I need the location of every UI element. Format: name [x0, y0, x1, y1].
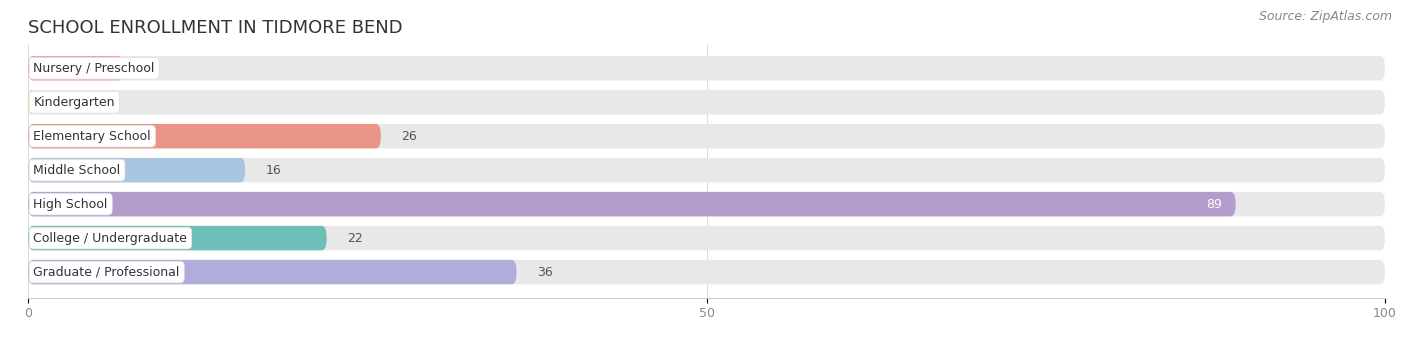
FancyBboxPatch shape: [28, 260, 516, 284]
FancyBboxPatch shape: [28, 158, 245, 182]
Text: Graduate / Professional: Graduate / Professional: [34, 265, 180, 279]
Text: 26: 26: [401, 130, 418, 143]
Text: 22: 22: [347, 232, 363, 245]
Text: 16: 16: [266, 164, 281, 177]
Text: 89: 89: [1206, 198, 1222, 211]
FancyBboxPatch shape: [28, 90, 32, 115]
Text: 36: 36: [537, 265, 553, 279]
FancyBboxPatch shape: [28, 192, 1236, 216]
FancyBboxPatch shape: [28, 124, 381, 148]
Text: Middle School: Middle School: [34, 164, 121, 177]
Text: Kindergarten: Kindergarten: [34, 96, 115, 109]
FancyBboxPatch shape: [28, 192, 1385, 216]
FancyBboxPatch shape: [28, 56, 124, 80]
Text: Source: ZipAtlas.com: Source: ZipAtlas.com: [1258, 10, 1392, 23]
FancyBboxPatch shape: [28, 124, 1385, 148]
FancyBboxPatch shape: [28, 226, 326, 250]
FancyBboxPatch shape: [28, 260, 1385, 284]
Text: Nursery / Preschool: Nursery / Preschool: [34, 62, 155, 75]
Text: 0: 0: [55, 96, 62, 109]
Text: 7: 7: [143, 62, 152, 75]
Text: High School: High School: [34, 198, 108, 211]
FancyBboxPatch shape: [28, 158, 1385, 182]
FancyBboxPatch shape: [28, 90, 1385, 115]
Text: College / Undergraduate: College / Undergraduate: [34, 232, 187, 245]
Text: Elementary School: Elementary School: [34, 130, 150, 143]
FancyBboxPatch shape: [28, 56, 1385, 80]
Text: SCHOOL ENROLLMENT IN TIDMORE BEND: SCHOOL ENROLLMENT IN TIDMORE BEND: [28, 19, 402, 37]
FancyBboxPatch shape: [28, 226, 1385, 250]
